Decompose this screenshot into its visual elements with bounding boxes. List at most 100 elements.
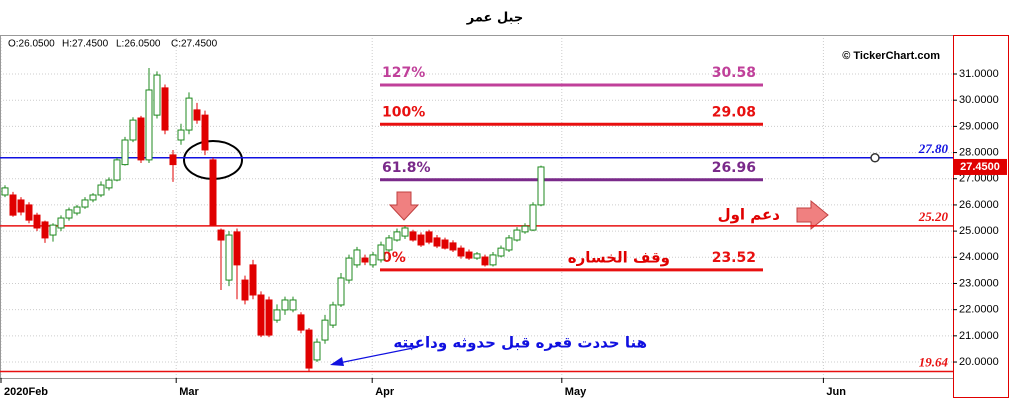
candle-body bbox=[329, 304, 337, 326]
candle-body bbox=[425, 231, 433, 243]
candle-body bbox=[417, 234, 425, 246]
candle-body bbox=[377, 244, 385, 261]
fib-name: 0% bbox=[382, 250, 406, 266]
candle-body bbox=[81, 199, 89, 208]
candle-body bbox=[73, 206, 81, 214]
down-arrow bbox=[388, 191, 420, 221]
candle-body bbox=[25, 204, 33, 221]
candle-body bbox=[337, 277, 345, 306]
candle-body bbox=[465, 251, 473, 259]
last-price-tag bbox=[954, 158, 1007, 175]
candle-body bbox=[513, 229, 521, 241]
candle-body bbox=[449, 242, 457, 251]
candle-body bbox=[9, 194, 17, 216]
watermark: © TickerChart.com bbox=[842, 50, 940, 62]
candle-body bbox=[441, 239, 449, 249]
x-tick-label: Jun bbox=[826, 386, 846, 398]
candle-body bbox=[57, 217, 65, 229]
line-label: 19.64 bbox=[919, 354, 949, 369]
line-handle bbox=[870, 153, 880, 163]
candle-body bbox=[313, 341, 321, 361]
candle-body bbox=[361, 257, 369, 263]
candle-body bbox=[497, 247, 505, 257]
x-tick-label: May bbox=[565, 386, 587, 398]
candle-body bbox=[193, 109, 201, 121]
candle-body bbox=[385, 237, 393, 251]
y-tick-label: 24.0000 bbox=[959, 251, 999, 263]
y-tick-label: 20.0000 bbox=[959, 356, 999, 368]
y-tick-label: 27.0000 bbox=[959, 173, 999, 185]
candle-body bbox=[161, 87, 169, 131]
candle-body bbox=[17, 199, 25, 213]
candle-body bbox=[41, 221, 49, 239]
candle-body bbox=[345, 257, 353, 281]
candle-body bbox=[201, 114, 209, 151]
candle-body bbox=[145, 89, 153, 161]
candle-body bbox=[273, 309, 281, 321]
candle-body bbox=[241, 279, 249, 301]
right-arrow bbox=[796, 199, 829, 231]
stoploss-annotation: وقف الخساره bbox=[568, 249, 670, 267]
candle-body bbox=[249, 264, 257, 296]
line-label: 27.80 bbox=[918, 141, 949, 156]
y-tick-label: 29.0000 bbox=[959, 120, 999, 132]
candle-body bbox=[129, 119, 137, 141]
y-tick-label: 21.0000 bbox=[959, 330, 999, 342]
candle-body bbox=[217, 229, 225, 241]
fib-value: 26.96 bbox=[712, 160, 756, 176]
header-close: C:27.4500 bbox=[171, 39, 218, 50]
candle-body bbox=[401, 227, 409, 237]
y-tick-label: 26.0000 bbox=[959, 199, 999, 211]
candle-body bbox=[113, 159, 121, 181]
candle-body bbox=[265, 299, 273, 336]
annotation-arrow bbox=[333, 346, 419, 365]
header-open: O:26.0500 bbox=[8, 39, 55, 50]
header-low: L:26.0500 bbox=[116, 39, 161, 50]
fib-name: 100% bbox=[382, 104, 425, 120]
line-label: 25.20 bbox=[918, 209, 949, 224]
candle-body bbox=[233, 231, 241, 266]
y-tick-label: 22.0000 bbox=[959, 304, 999, 316]
chart-title: جبل عمر bbox=[466, 11, 524, 26]
bottom-annotation: هنا حددت قعره قبل حدوثه وداعبته bbox=[393, 334, 647, 352]
candle-body bbox=[521, 225, 529, 233]
candle-body bbox=[49, 224, 57, 236]
candle-body bbox=[529, 204, 537, 231]
candle-body bbox=[33, 214, 41, 229]
candle-body bbox=[433, 237, 441, 247]
candle-body bbox=[473, 253, 481, 259]
axis-frame bbox=[953, 35, 1009, 398]
candle-body bbox=[457, 247, 465, 257]
candle-body bbox=[289, 299, 297, 311]
candle-body bbox=[505, 237, 513, 251]
candle-body bbox=[393, 231, 401, 241]
fib-name: 61.8% bbox=[382, 160, 431, 176]
candle-body bbox=[97, 184, 105, 196]
candle-body bbox=[481, 256, 489, 266]
x-tick-label: 2020Feb bbox=[4, 386, 48, 398]
candle-body bbox=[209, 159, 217, 226]
candle-body bbox=[409, 231, 417, 241]
candle-body bbox=[137, 117, 145, 161]
candle-body bbox=[105, 179, 113, 189]
candle-body bbox=[297, 314, 305, 331]
candle-body bbox=[321, 319, 329, 341]
y-tick-label: 28.0000 bbox=[959, 146, 999, 158]
x-tick-label: Apr bbox=[375, 386, 395, 398]
candle-body bbox=[369, 254, 377, 266]
candle-body bbox=[177, 129, 185, 141]
candle-body bbox=[225, 234, 233, 281]
candle-body bbox=[537, 166, 545, 206]
candle-body bbox=[1, 187, 9, 196]
fib-value: 29.08 bbox=[712, 104, 756, 120]
y-tick-label: 30.0000 bbox=[959, 94, 999, 106]
candle-body bbox=[121, 139, 129, 166]
x-tick-label: Mar bbox=[179, 386, 199, 398]
candle-body bbox=[65, 209, 73, 219]
candle-body bbox=[353, 249, 361, 266]
candle-body bbox=[257, 294, 265, 336]
y-tick-label: 25.0000 bbox=[959, 225, 999, 237]
candle-body bbox=[185, 97, 193, 131]
